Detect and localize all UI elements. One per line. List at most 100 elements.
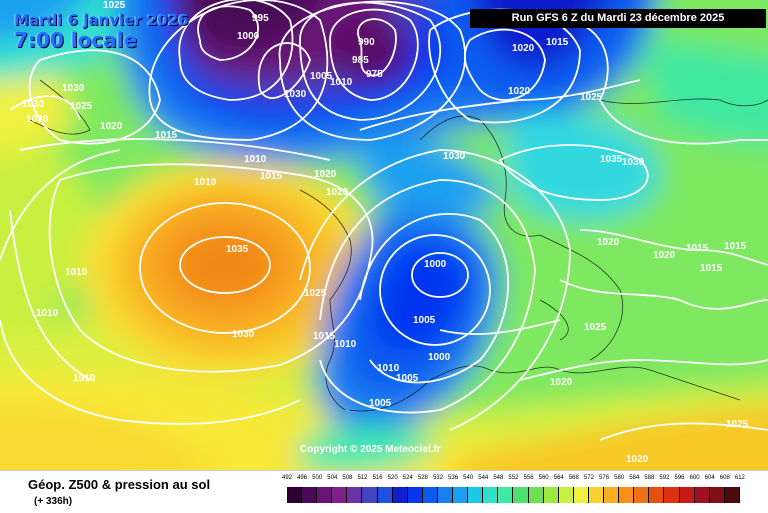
scale-swatch bbox=[407, 487, 423, 503]
scale-tick-label: 552 bbox=[508, 475, 519, 481]
isobar-label: 975 bbox=[366, 69, 383, 80]
isobar-label: 1020 bbox=[326, 187, 349, 198]
isobar-label: 985 bbox=[352, 55, 369, 66]
scale-swatch bbox=[619, 487, 635, 503]
scale-tick-label: 540 bbox=[463, 475, 474, 481]
scale-swatch bbox=[694, 487, 710, 503]
scale-tick-label: 596 bbox=[674, 475, 685, 481]
scale-swatch bbox=[679, 487, 695, 503]
copyright-text: Copyright © 2025 Meteociel.fr bbox=[300, 444, 441, 455]
scale-tick-label: 504 bbox=[327, 475, 338, 481]
isobar-label: 1000 bbox=[424, 259, 447, 270]
isobar-label: 1010 bbox=[244, 154, 267, 165]
scale-swatch bbox=[573, 487, 589, 503]
forecast-time: 7:00 locale bbox=[14, 28, 138, 52]
isobar-label: 1030 bbox=[26, 114, 49, 125]
isobar-label: 990 bbox=[358, 37, 375, 48]
isobar-label: 1020 bbox=[597, 237, 620, 248]
scale-tick-label: 500 bbox=[312, 475, 323, 481]
scale-swatch bbox=[558, 487, 574, 503]
isobar-label: 1010 bbox=[377, 363, 400, 374]
isobar-label: 1015 bbox=[686, 243, 709, 254]
scale-swatch bbox=[422, 487, 438, 503]
isobar-lines bbox=[0, 0, 768, 440]
isobar-label: 1020 bbox=[508, 86, 531, 97]
isobar-label: 1020 bbox=[314, 169, 337, 180]
scale-swatch bbox=[709, 487, 725, 503]
scale-tick-label: 516 bbox=[372, 475, 383, 481]
isobar-label: 1015 bbox=[260, 171, 283, 182]
scale-tick-label: 600 bbox=[689, 475, 700, 481]
isobar-label: 1030 bbox=[622, 157, 645, 168]
scale-tick-label: 572 bbox=[583, 475, 594, 481]
scale-swatch bbox=[317, 487, 333, 503]
scale-tick-label: 592 bbox=[659, 475, 670, 481]
scale-tick-label: 612 bbox=[734, 475, 745, 481]
isobar-label: 1025 bbox=[103, 0, 126, 11]
isobar-label: 1035 bbox=[600, 154, 623, 165]
geopotential-field bbox=[0, 0, 768, 470]
scale-swatch bbox=[664, 487, 680, 503]
isobar-label: 1010 bbox=[194, 177, 217, 188]
legend-footer: Géop. Z500 & pression au sol (+ 336h) 49… bbox=[0, 470, 768, 513]
isobar-label: 1010 bbox=[334, 339, 357, 350]
scale-swatch bbox=[347, 487, 363, 503]
isobar-label: 1025 bbox=[584, 322, 607, 333]
run-info-label: Run GFS 6 Z du Mardi 23 décembre 2025 bbox=[470, 9, 766, 28]
scale-tick-label: 580 bbox=[614, 475, 625, 481]
scale-tick-label: 528 bbox=[417, 475, 428, 481]
scale-tick-label: 524 bbox=[402, 475, 413, 481]
scale-swatch bbox=[468, 487, 484, 503]
isobar-label: 1035 bbox=[226, 244, 249, 255]
isobar-label: 1010 bbox=[65, 267, 88, 278]
isobar-label: 1020 bbox=[626, 454, 649, 465]
scale-swatch bbox=[513, 487, 529, 503]
scale-tick-label: 536 bbox=[448, 475, 459, 481]
isobar-label: 1020 bbox=[653, 250, 676, 261]
isobar-label: 1015 bbox=[546, 37, 569, 48]
isobar-label: 1030 bbox=[284, 89, 307, 100]
scale-swatch bbox=[332, 487, 348, 503]
scale-tick-label: 532 bbox=[432, 475, 443, 481]
scale-swatch bbox=[498, 487, 514, 503]
isobar-label: 1025 bbox=[726, 419, 749, 430]
scale-tick-label: 588 bbox=[644, 475, 655, 481]
isobar-label: 1025 bbox=[304, 288, 327, 299]
forecast-range: (+ 336h) bbox=[34, 496, 73, 507]
scale-tick-label: 556 bbox=[523, 475, 534, 481]
scale-swatch bbox=[287, 487, 303, 503]
isobar-label: 1020 bbox=[550, 377, 573, 388]
scale-swatch bbox=[437, 487, 454, 503]
color-scale: 492 496 500 504 508 512 516 520 524 528 532 536 540 5… bbox=[282, 475, 752, 505]
scale-tick-label: 544 bbox=[478, 475, 489, 481]
isobar-label: 1025 bbox=[70, 101, 93, 112]
isobar-label: 1015 bbox=[313, 331, 336, 342]
scale-tick-label: 520 bbox=[387, 475, 398, 481]
scale-tick-label: 512 bbox=[357, 475, 368, 481]
scale-swatch bbox=[453, 487, 469, 503]
scale-tick-label: 584 bbox=[629, 475, 640, 481]
isobar-label: 1030 bbox=[232, 329, 255, 340]
isobar-label: 1005 bbox=[310, 71, 333, 82]
isobar-label: 1030 bbox=[22, 99, 45, 110]
isobar-label: 1000 bbox=[428, 352, 451, 363]
scale-tick-label: 560 bbox=[538, 475, 549, 481]
scale-tick-label: 496 bbox=[297, 475, 308, 481]
forecast-date: Mardi 6 janvier 2026 bbox=[14, 11, 189, 29]
scale-swatch bbox=[362, 487, 378, 503]
isobar-label: 1015 bbox=[155, 130, 178, 141]
isobar-label: 1020 bbox=[512, 43, 535, 54]
scale-tick-label: 548 bbox=[493, 475, 504, 481]
scale-swatch bbox=[724, 487, 740, 503]
scale-swatch bbox=[649, 487, 665, 503]
scale-swatch bbox=[302, 487, 318, 503]
scale-swatch bbox=[377, 487, 393, 503]
forecast-datetime: Mardi 6 janvier 2026 7:00 locale bbox=[14, 11, 189, 52]
isobar-label: 1015 bbox=[724, 241, 747, 252]
scale-swatch bbox=[604, 487, 620, 503]
isobar-label: 1015 bbox=[700, 263, 723, 274]
scale-tick-label: 508 bbox=[342, 475, 353, 481]
isobar-label: 1010 bbox=[330, 77, 353, 88]
isobar-label: 995 bbox=[252, 13, 269, 24]
weather-map: Mardi 6 janvier 2026 7:00 locale Run GFS… bbox=[0, 0, 768, 470]
